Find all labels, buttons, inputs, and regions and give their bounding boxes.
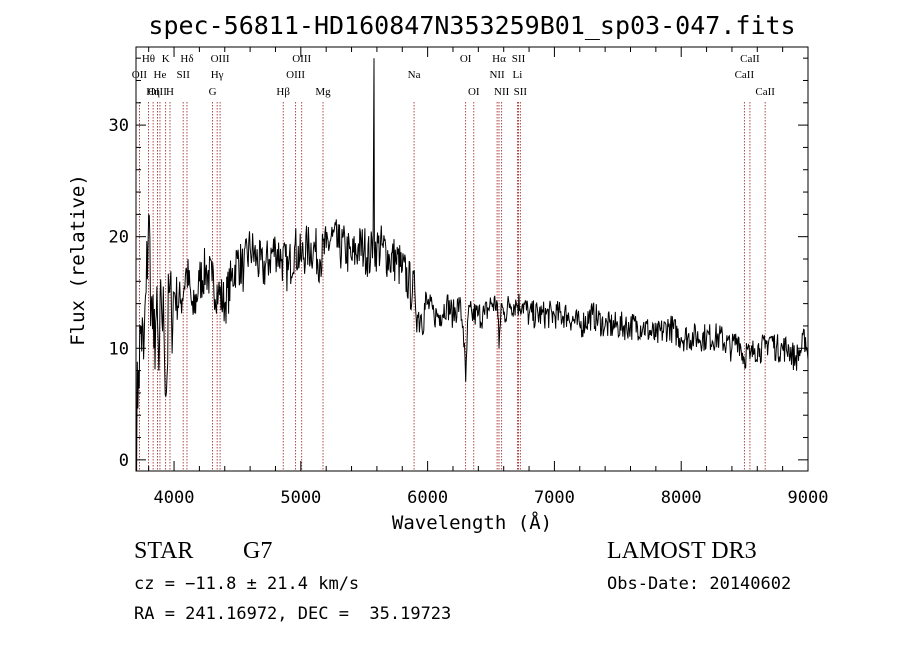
marker-label: G bbox=[209, 86, 217, 98]
chart-title: spec-56811-HD160847N353259B01_sp03-047.f… bbox=[148, 11, 795, 40]
plot-frame bbox=[135, 46, 809, 472]
marker-label: OIII bbox=[211, 53, 230, 65]
marker-label: Hα bbox=[492, 53, 506, 65]
y-axis-label: Flux (relative) bbox=[67, 174, 89, 346]
x-tick-label: 6000 bbox=[407, 488, 448, 508]
x-tick-label: 8000 bbox=[661, 488, 702, 508]
marker-label: H bbox=[166, 86, 174, 98]
marker-label: CaII bbox=[735, 69, 755, 81]
x-tick-label: 5000 bbox=[280, 488, 321, 508]
marker-label: CaII bbox=[755, 86, 775, 98]
marker-label: NII bbox=[489, 69, 505, 81]
marker-label: Hγ bbox=[211, 69, 224, 81]
marker-label: He bbox=[154, 69, 167, 81]
redshift-text: cz = −11.8 ± 21.4 km/s bbox=[134, 574, 360, 594]
x-tick-label: 7000 bbox=[534, 488, 575, 508]
y-tick-label: 30 bbox=[109, 116, 129, 136]
marker-label: OIII bbox=[292, 53, 311, 65]
marker-label: CaII bbox=[740, 53, 760, 65]
x-axis: 4000 5000 6000 7000 8000 9000 bbox=[148, 47, 829, 508]
marker-label: Hθ bbox=[142, 53, 155, 65]
y-tick-label: 20 bbox=[109, 228, 129, 248]
x-axis-label: Wavelength (Å) bbox=[392, 511, 552, 534]
y-tick-label: 10 bbox=[109, 339, 129, 359]
marker-label: SII bbox=[514, 86, 528, 98]
marker-label: Hβ bbox=[276, 86, 290, 98]
marker-label: Li bbox=[513, 69, 523, 81]
y-tick-label: 0 bbox=[119, 451, 129, 471]
marker-label: Mg bbox=[315, 86, 331, 98]
coordinates-text: RA = 241.16972, DEC = 35.19723 bbox=[134, 604, 452, 624]
marker-label: OI bbox=[468, 86, 480, 98]
marker-label: NII bbox=[494, 86, 510, 98]
marker-label: Hδ bbox=[180, 53, 193, 65]
object-class: STAR bbox=[134, 538, 194, 564]
marker-label: SII bbox=[176, 69, 190, 81]
marker-label: Hη bbox=[146, 86, 160, 98]
marker-label: Na bbox=[408, 69, 421, 81]
survey-label: LAMOST DR3 bbox=[607, 538, 757, 564]
marker-label: OI bbox=[460, 53, 472, 65]
flux-series bbox=[135, 58, 809, 472]
obs-date-text: Obs-Date: 20140602 bbox=[607, 574, 792, 594]
spectral-subclass: G7 bbox=[243, 538, 273, 564]
marker-label: OIII bbox=[286, 69, 305, 81]
y-axis: 0 10 20 30 bbox=[109, 57, 808, 471]
marker-label: OIII bbox=[148, 86, 167, 98]
marker-label: K bbox=[162, 53, 170, 65]
x-tick-label: 9000 bbox=[788, 488, 829, 508]
x-tick-label: 4000 bbox=[154, 488, 195, 508]
marker-label: OII bbox=[132, 69, 148, 81]
marker-label: SII bbox=[512, 53, 526, 65]
flux-line bbox=[135, 58, 809, 472]
